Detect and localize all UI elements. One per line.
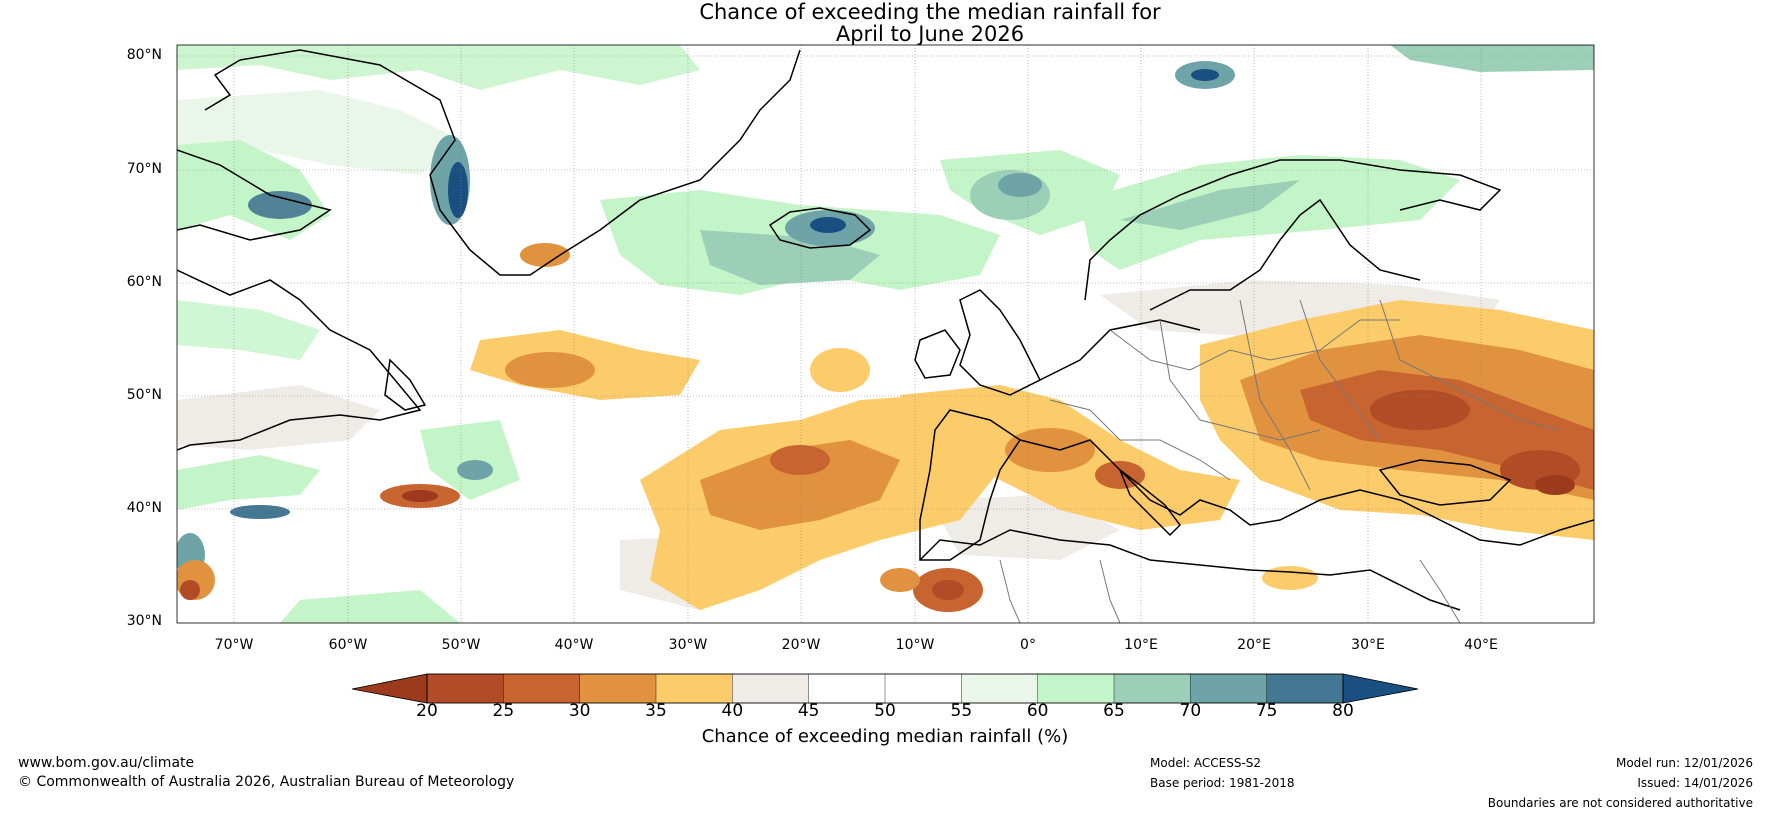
greenland-coast (239, 49, 801, 276)
colorbar-tick-label: 20 (416, 701, 438, 721)
colorbar-cell (961, 673, 1039, 704)
copyright-text: © Commonwealth of Australia 2026, Austra… (18, 774, 515, 790)
lat-label: 30°N (126, 613, 162, 629)
newfoundland-coast (384, 358, 427, 411)
iberia-coast (919, 409, 1022, 561)
italy-coast (1118, 467, 1181, 537)
issued-text: Issued: 14/01/2026 (1637, 776, 1753, 790)
website-link[interactable]: www.bom.gov.au/climate (18, 755, 195, 771)
map-title-line-1: Chance of exceeding the median rainfall … (699, 0, 1161, 24)
colorbar-label: Chance of exceeding median rainfall (%) (701, 726, 1069, 747)
colorbar-tick-label: 50 (874, 701, 896, 721)
africa-north-coast (919, 529, 1461, 611)
rainfall-probability-field (177, 45, 1594, 623)
lat-label: 80°N (126, 47, 162, 63)
lon-label: 40°E (1464, 637, 1498, 653)
lon-label: 30°W (668, 637, 708, 653)
colorbar-tick-label: 75 (1255, 701, 1278, 721)
colorbar-tick-label: 45 (797, 701, 820, 721)
base-period-text: Base period: 1981-2018 (1150, 776, 1295, 790)
lon-label: 30°E (1351, 637, 1385, 653)
colorbar-cells (426, 673, 1344, 704)
colorbar-tick-label: 35 (645, 701, 667, 721)
colorbar-tick-label: 80 (1332, 701, 1354, 721)
lat-label: 60°N (126, 274, 162, 290)
colorbar-tick-label: 65 (1103, 701, 1125, 721)
colorbar-cell (732, 673, 810, 704)
colorbar-cell (1037, 673, 1115, 704)
lon-label: 20°E (1237, 637, 1271, 653)
colorbar-extend-low (352, 674, 427, 703)
lon-label: 10°E (1124, 637, 1158, 653)
lon-label: 70°W (214, 637, 254, 653)
black-sea-coast (1378, 459, 1512, 506)
dry-anomalies (177, 243, 1594, 612)
colorbar-cell (655, 673, 734, 704)
british-isles-coast (959, 289, 1042, 396)
baffin-coast (177, 149, 332, 241)
model-run-text: Model run: 12/01/2026 (1615, 756, 1753, 770)
colorbar-tick-label: 30 (568, 701, 591, 721)
coastlines (177, 49, 1594, 611)
lat-label: 40°N (126, 500, 162, 516)
lon-label: 60°W (328, 637, 368, 653)
iceland-coast (768, 207, 872, 249)
colorbar-tick-label: 55 (950, 701, 973, 721)
colorbar-cell (426, 673, 505, 704)
colorbar-cell (1190, 673, 1268, 704)
colorbar-tick-label: 70 (1179, 701, 1202, 721)
wet-anomalies (177, 45, 1594, 623)
lon-label: 50°W (441, 637, 481, 653)
colorbar-cell (1113, 673, 1192, 704)
lon-label: 40°W (554, 637, 594, 653)
labrador-coast (177, 269, 422, 451)
scandinavia-coast (1149, 198, 1421, 311)
lon-label: 20°W (781, 637, 821, 653)
model-text: Model: ACCESS-S2 (1150, 756, 1262, 770)
colorbar-tick-label: 60 (1026, 701, 1049, 721)
colorbar (351, 673, 1419, 704)
colorbar-tick-label: 40 (721, 701, 744, 721)
lon-label: 0° (1020, 637, 1036, 653)
lat-label: 50°N (126, 387, 162, 403)
norway-coast (1084, 159, 1502, 301)
colorbar-cell (1266, 673, 1344, 704)
lon-label: 10°W (895, 637, 935, 653)
colorbar-cell (579, 673, 657, 704)
map-title-line-2: April to June 2026 (835, 22, 1025, 46)
graticule (177, 45, 1594, 623)
disclaimer-text: Boundaries are not considered authoritat… (1487, 796, 1753, 810)
lat-label: 70°N (126, 161, 162, 177)
colorbar-cell (884, 673, 963, 704)
colorbar-extend-high (1343, 674, 1418, 703)
country-borders (999, 299, 1561, 623)
mediterranean-north-coast (1019, 439, 1594, 546)
colorbar-tick-label: 25 (492, 701, 515, 721)
greenland-west-coast (204, 59, 241, 111)
colorbar-cell (503, 673, 581, 704)
ireland-coast (914, 329, 961, 379)
colorbar-cell (808, 673, 886, 704)
map-frame (176, 44, 1595, 624)
